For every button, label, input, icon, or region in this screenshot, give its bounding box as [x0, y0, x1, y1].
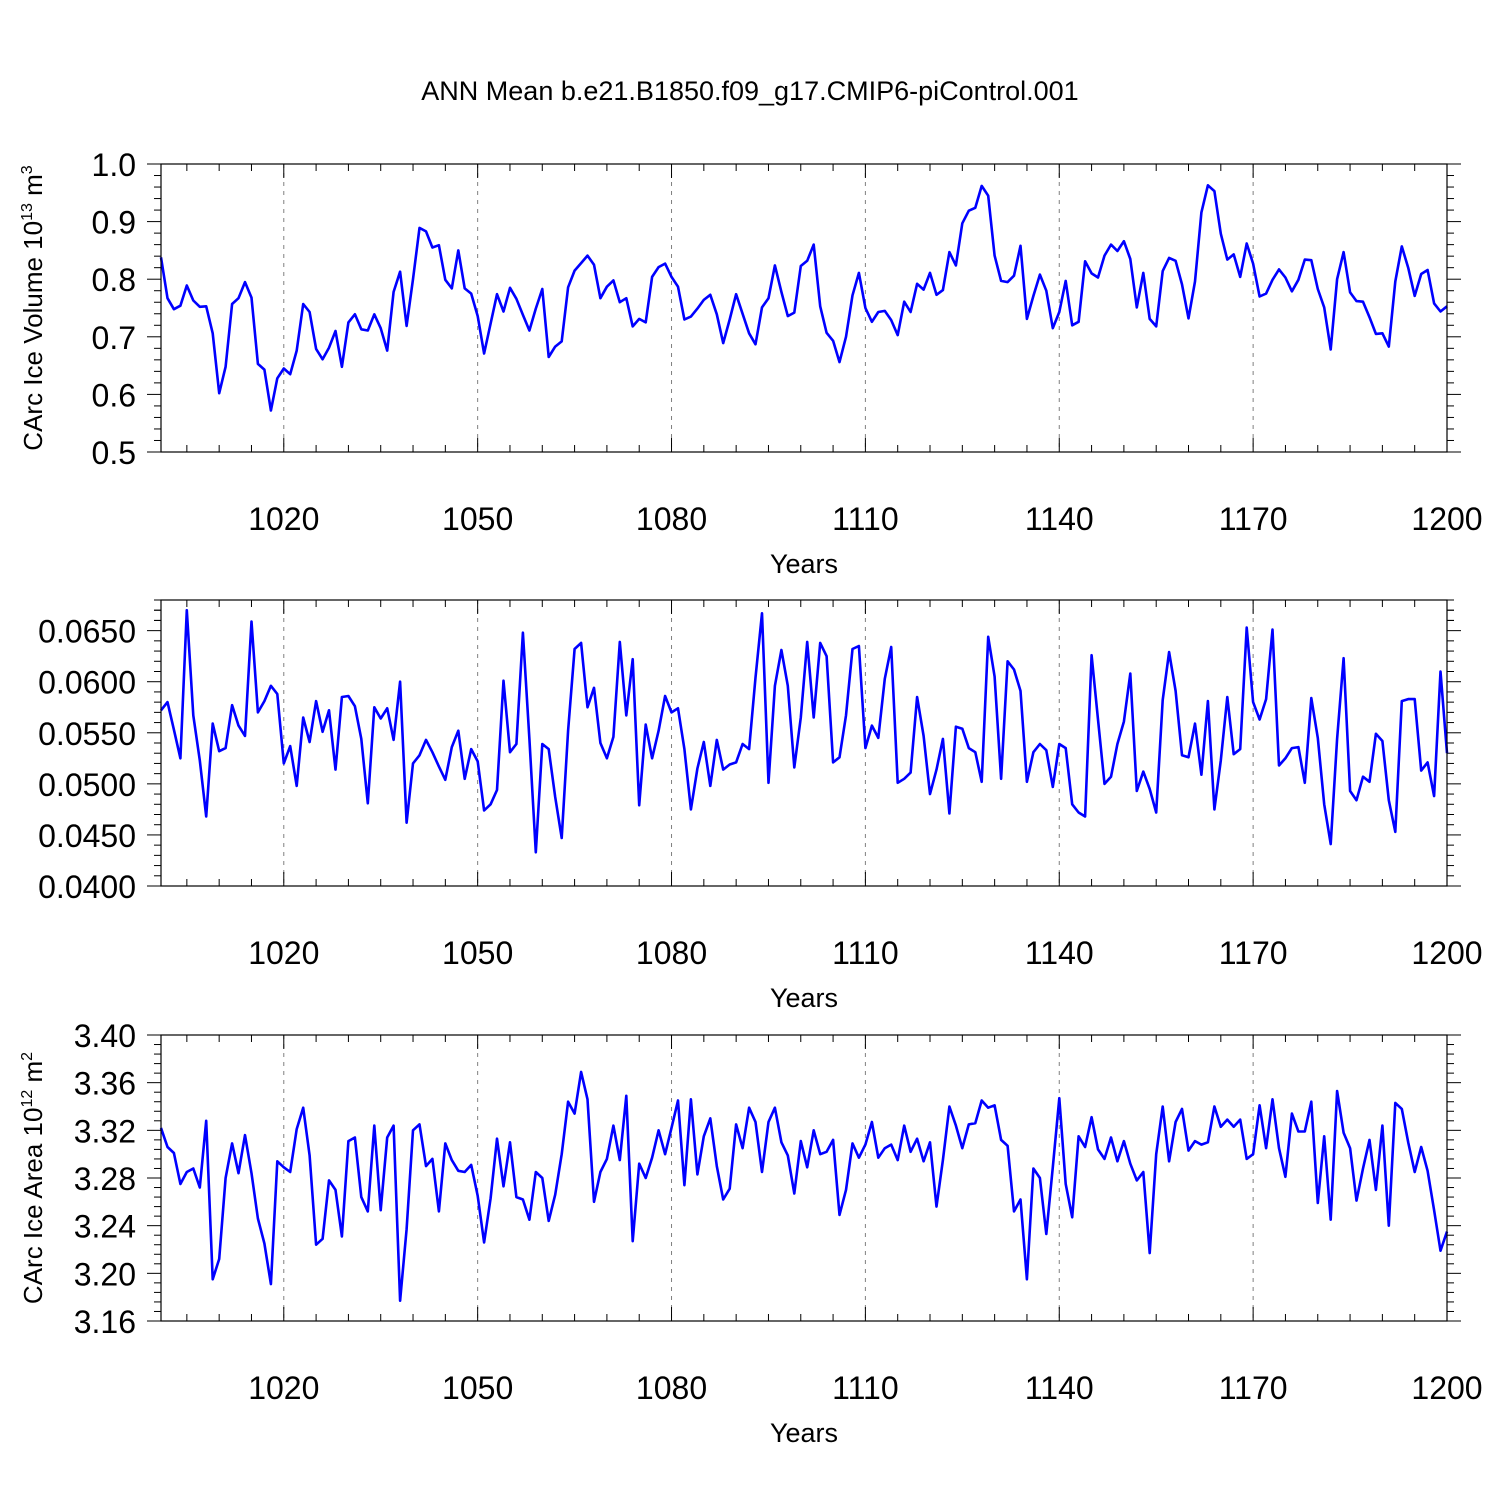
x-tick-label: 1020: [248, 501, 319, 537]
chart-panel-3: 3.16 3.20 3.24 3.28 3.32 3.36 3.40 1020 1050 1080…: [18, 1018, 1483, 1448]
y-axis-title: CArc Ice Volume 1013 m3: [18, 165, 48, 450]
x-tick-label: 1080: [636, 935, 707, 971]
x-tick-label: 1200: [1411, 501, 1482, 537]
x-tick-label: 1170: [1219, 935, 1288, 971]
series-line: [159, 608, 1449, 854]
y-axis-title: CArc Ice Area 1012 m2: [18, 1052, 48, 1304]
plot-frame: [160, 163, 1448, 453]
y-tick-label: 3.24: [74, 1209, 136, 1245]
x-tick-label: 1080: [636, 1370, 707, 1406]
y-tick-label: 0.5: [92, 435, 136, 471]
x-tick-label: 1200: [1411, 935, 1482, 971]
y-tick-label: 3.36: [74, 1066, 136, 1102]
y-tick-label: 0.6: [92, 377, 136, 413]
y-tick-label: 3.40: [74, 1018, 136, 1054]
y-tick-label: 0.0500: [38, 767, 136, 803]
y-tick-label: 0.0550: [38, 716, 136, 752]
x-tick-label: 1110: [832, 935, 898, 971]
y-tick-label: 1.0: [92, 147, 136, 183]
x-tick-label: 1110: [832, 1370, 898, 1406]
x-axis-title: Years: [770, 1418, 838, 1448]
y-tick-label: 0.0650: [38, 614, 136, 650]
y-tick-label: 0.9: [92, 205, 136, 241]
series-line: [159, 184, 1448, 412]
plot-frame: [160, 599, 1448, 887]
y-tick-label: 3.32: [74, 1113, 136, 1149]
y-tick-label: 0.7: [92, 320, 136, 356]
x-tick-label: 1020: [248, 935, 319, 971]
series-line: [159, 1070, 1449, 1302]
y-tick-label: 0.8: [92, 262, 136, 298]
y-tick-label: 3.28: [74, 1161, 136, 1197]
chart-panel-1: 0.5 0.6 0.7 0.8 0.9 1.0 1020 1050 1080 1110 1140 11…: [18, 147, 1483, 579]
y-tick-label: 3.20: [74, 1256, 136, 1292]
x-tick-label: 1050: [442, 935, 513, 971]
y-tick-label: 0.0600: [38, 665, 136, 701]
figure-title: ANN Mean b.e21.B1850.f09_g17.CMIP6-piCon…: [421, 76, 1079, 106]
x-tick-label: 1050: [442, 501, 513, 537]
y-tick-label: 0.0450: [38, 818, 136, 854]
x-tick-label: 1080: [636, 501, 707, 537]
x-tick-label: 1020: [248, 1370, 319, 1406]
x-tick-label: 1140: [1025, 1370, 1094, 1406]
x-tick-label: 1140: [1025, 501, 1094, 537]
x-tick-label: 1170: [1219, 1370, 1288, 1406]
x-axis-title: Years: [770, 983, 838, 1013]
y-tick-label: 3.16: [74, 1304, 136, 1340]
y-tick-label: 0.0400: [38, 869, 136, 905]
chart-panel-2: 0.0400 0.0450 0.0500 0.0550 0.0600 0.0650 1020…: [38, 599, 1483, 1013]
x-tick-label: 1050: [442, 1370, 513, 1406]
x-tick-label: 1170: [1219, 501, 1288, 537]
x-tick-label: 1140: [1025, 935, 1094, 971]
x-axis-title: Years: [770, 549, 838, 579]
plot-frame: [160, 1034, 1448, 1322]
x-tick-label: 1200: [1411, 1370, 1482, 1406]
x-tick-label: 1110: [832, 501, 898, 537]
